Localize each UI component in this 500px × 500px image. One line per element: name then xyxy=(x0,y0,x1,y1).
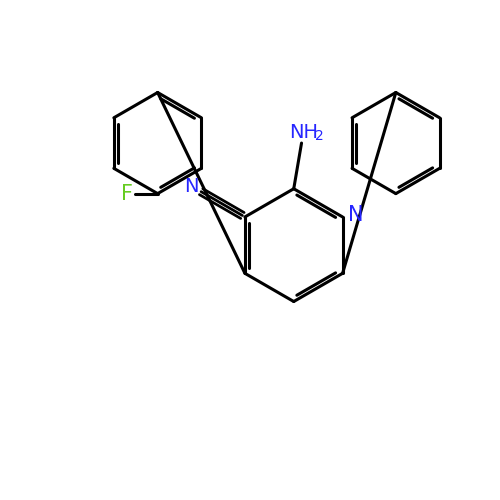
Text: N: N xyxy=(184,177,199,196)
Text: F: F xyxy=(120,184,132,204)
Text: 2: 2 xyxy=(314,129,324,143)
Text: NH: NH xyxy=(289,123,318,142)
Text: N: N xyxy=(348,205,364,225)
